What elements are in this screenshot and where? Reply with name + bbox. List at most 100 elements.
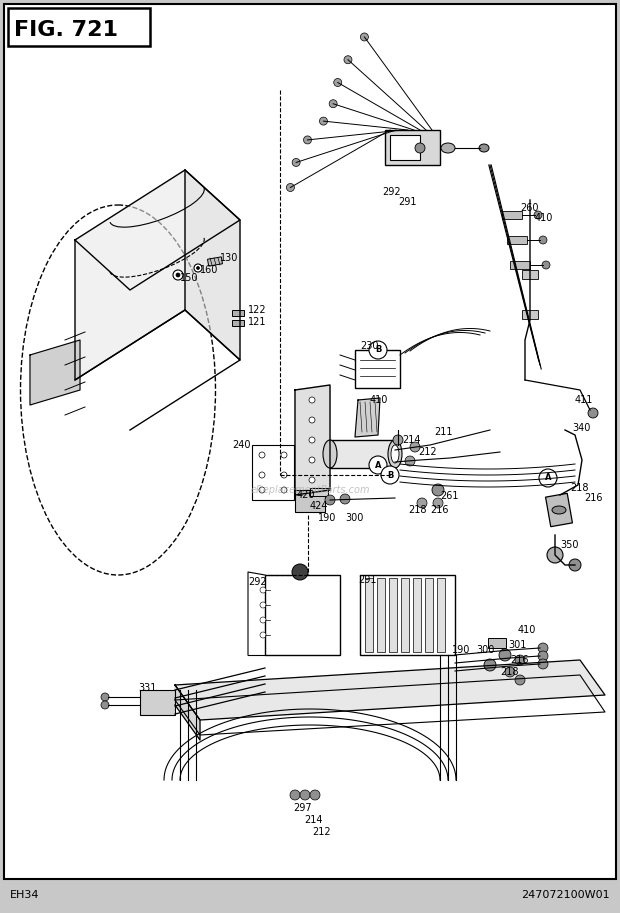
Text: 190: 190 xyxy=(452,645,471,655)
Text: 350: 350 xyxy=(560,540,578,550)
Circle shape xyxy=(393,435,403,445)
Text: 160: 160 xyxy=(200,265,218,275)
Circle shape xyxy=(281,452,287,458)
Circle shape xyxy=(539,469,557,487)
Bar xyxy=(488,638,506,648)
Text: 300: 300 xyxy=(476,645,494,655)
Circle shape xyxy=(309,477,315,483)
Circle shape xyxy=(281,472,287,478)
Circle shape xyxy=(319,117,327,125)
Text: 410: 410 xyxy=(535,213,554,223)
Bar xyxy=(522,270,538,279)
Polygon shape xyxy=(75,170,185,380)
Polygon shape xyxy=(175,660,605,720)
Circle shape xyxy=(515,675,525,685)
Text: 150: 150 xyxy=(180,273,198,283)
Circle shape xyxy=(259,487,265,493)
Circle shape xyxy=(197,267,200,269)
Text: 411: 411 xyxy=(575,395,593,405)
Text: 212: 212 xyxy=(312,827,330,837)
Text: 218: 218 xyxy=(570,483,588,493)
Circle shape xyxy=(405,456,415,466)
Polygon shape xyxy=(175,685,200,740)
Circle shape xyxy=(281,487,287,493)
Bar xyxy=(507,236,527,244)
Bar xyxy=(389,578,397,652)
Ellipse shape xyxy=(552,506,566,514)
Circle shape xyxy=(309,457,315,463)
Bar xyxy=(265,575,340,655)
Text: 240: 240 xyxy=(232,440,250,450)
Circle shape xyxy=(300,790,310,800)
Circle shape xyxy=(515,655,525,665)
Bar xyxy=(377,578,385,652)
Text: 340: 340 xyxy=(572,423,590,433)
Bar xyxy=(232,310,244,316)
Circle shape xyxy=(433,498,443,508)
Circle shape xyxy=(260,617,266,623)
Text: FIG. 721: FIG. 721 xyxy=(14,20,118,40)
Circle shape xyxy=(292,159,300,166)
Ellipse shape xyxy=(479,144,489,152)
Circle shape xyxy=(432,484,444,496)
Text: 211: 211 xyxy=(434,427,453,437)
Circle shape xyxy=(538,643,548,653)
Circle shape xyxy=(310,790,320,800)
Text: 214: 214 xyxy=(304,815,322,825)
Circle shape xyxy=(539,236,547,244)
Text: 216: 216 xyxy=(430,505,448,515)
Circle shape xyxy=(410,442,420,452)
Bar xyxy=(140,690,175,715)
Text: B: B xyxy=(387,470,393,479)
Circle shape xyxy=(329,100,337,108)
Text: EH34: EH34 xyxy=(10,890,40,900)
Ellipse shape xyxy=(441,143,455,153)
Polygon shape xyxy=(30,340,80,405)
Circle shape xyxy=(260,632,266,638)
Circle shape xyxy=(417,498,427,508)
Circle shape xyxy=(304,136,311,144)
Text: 297: 297 xyxy=(293,803,312,813)
Text: 331: 331 xyxy=(138,683,156,693)
Text: 261: 261 xyxy=(440,491,459,501)
Text: 122: 122 xyxy=(248,305,267,315)
Text: A: A xyxy=(374,460,381,469)
Bar xyxy=(510,261,530,269)
Circle shape xyxy=(101,693,109,701)
Circle shape xyxy=(101,701,109,709)
Text: 424: 424 xyxy=(310,501,329,511)
Text: 291: 291 xyxy=(398,197,417,207)
Bar xyxy=(502,211,522,219)
Circle shape xyxy=(194,264,202,272)
Circle shape xyxy=(344,56,352,64)
Text: eReplacementParts.com: eReplacementParts.com xyxy=(250,485,370,495)
Polygon shape xyxy=(185,170,240,360)
Text: 230: 230 xyxy=(360,341,378,351)
Text: 301: 301 xyxy=(508,640,526,650)
Bar xyxy=(390,135,420,160)
Text: 260: 260 xyxy=(520,203,539,213)
Circle shape xyxy=(173,270,183,280)
Circle shape xyxy=(534,211,542,219)
Polygon shape xyxy=(355,398,380,437)
Circle shape xyxy=(259,452,265,458)
Bar xyxy=(232,320,244,326)
Text: 121: 121 xyxy=(248,317,267,327)
Circle shape xyxy=(360,33,368,41)
Bar xyxy=(310,488,328,496)
Bar xyxy=(546,493,572,527)
Text: 300: 300 xyxy=(345,513,363,523)
Circle shape xyxy=(309,437,315,443)
Circle shape xyxy=(259,472,265,478)
Bar xyxy=(522,310,538,319)
Bar xyxy=(330,440,395,468)
Circle shape xyxy=(381,466,399,484)
Circle shape xyxy=(325,495,335,505)
Text: 218: 218 xyxy=(500,667,518,677)
Bar xyxy=(413,578,421,652)
Circle shape xyxy=(292,564,308,580)
Ellipse shape xyxy=(391,445,399,463)
Text: A: A xyxy=(545,474,551,482)
Circle shape xyxy=(369,341,387,359)
Text: B: B xyxy=(375,345,381,354)
